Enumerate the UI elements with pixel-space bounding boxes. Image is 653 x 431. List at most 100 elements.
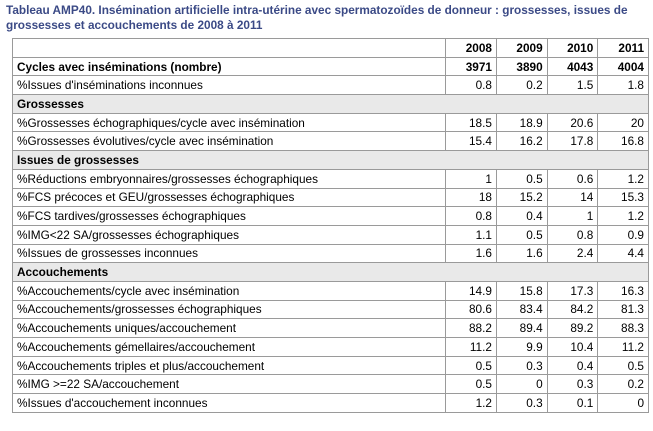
row-label: %Grossesses évolutives/cycle avec insémi… xyxy=(11,131,447,152)
year-header: 2009 xyxy=(495,38,548,58)
value-cell: 4.4 xyxy=(597,243,649,264)
year-header: 2008 xyxy=(445,38,497,58)
value-cell: 15.3 xyxy=(597,187,649,208)
value-cell: 89.2 xyxy=(546,318,599,338)
table-row: Cycles avec inséminations (nombre) 3971 38… xyxy=(11,56,649,77)
row-label: %Accouchements uniques/accouchement xyxy=(11,318,447,338)
value-cell: 0.8 xyxy=(445,206,497,226)
value-cell: 0.3 xyxy=(546,374,599,395)
value-cell: 3971 xyxy=(445,56,497,77)
value-cell: 80.6 xyxy=(445,299,497,320)
table-row: %Accouchements/cycle avec insémination 14… xyxy=(11,280,649,301)
value-cell: 0.9 xyxy=(597,224,649,245)
value-cell: 1.8 xyxy=(597,75,649,96)
table-row: %Accouchements/grossesses échographiques… xyxy=(11,299,649,320)
row-label: %FCS tardives/grossesses échographiques xyxy=(11,206,447,226)
value-cell: 88.3 xyxy=(597,318,649,338)
value-cell: 16.3 xyxy=(597,280,649,301)
table-row: %Grossesses échographiques/cycle avec in… xyxy=(11,112,649,133)
value-cell: 0.3 xyxy=(495,393,548,413)
section-header-row: Issues de grossesses xyxy=(12,150,649,170)
value-cell: 1 xyxy=(445,168,497,189)
value-cell: 0 xyxy=(495,374,548,395)
value-cell: 89.4 xyxy=(495,318,548,338)
value-cell: 20 xyxy=(597,112,649,133)
section-label: Grossesses xyxy=(12,94,649,114)
table-title: Tableau AMP40. Insémination artificielle… xyxy=(6,3,628,32)
value-cell: 0.5 xyxy=(597,355,649,376)
row-label: %Issues d'accouchement inconnues xyxy=(11,393,447,413)
table-row: %Accouchements uniques/accouchement 88.2 8… xyxy=(11,318,649,338)
row-label: Cycles avec inséminations (nombre) xyxy=(11,56,447,77)
value-cell: 0 xyxy=(597,393,649,413)
value-cell: 0.3 xyxy=(495,355,548,376)
value-cell: 0.5 xyxy=(445,355,497,376)
value-cell: 11.2 xyxy=(445,337,497,357)
value-cell: 0.2 xyxy=(597,374,649,395)
value-cell: 15.2 xyxy=(495,187,548,208)
value-cell: 0.5 xyxy=(495,224,548,245)
value-cell: 14.9 xyxy=(445,280,497,301)
row-label: %IMG >=22 SA/accouchement xyxy=(11,374,447,395)
year-header: 2010 xyxy=(546,38,599,58)
value-cell: 81.3 xyxy=(597,299,649,320)
row-label: %Issues de grossesses inconnues xyxy=(11,243,447,264)
section-header-row: Grossesses xyxy=(12,94,649,114)
row-label: %Accouchements gémellaires/accouchement xyxy=(11,337,447,357)
section-header-row: Accouchements xyxy=(12,262,649,282)
row-label: %FCS précoces et GEU/grossesses échograp… xyxy=(11,187,447,208)
value-cell: 17.3 xyxy=(546,280,599,301)
value-cell: 20.6 xyxy=(546,112,599,133)
table-row: %Réductions embryonnaires/grossesses éch… xyxy=(11,168,649,189)
page: Tableau AMP40. Insémination artificielle… xyxy=(6,3,649,413)
value-cell: 1 xyxy=(546,206,599,226)
value-cell: 0.5 xyxy=(495,168,548,189)
table-row: %Accouchements triples et plus/accouchem… xyxy=(11,355,649,376)
table-row: %IMG<22 SA/grossesses échographiques 1.1 0… xyxy=(11,224,649,245)
value-cell: 4004 xyxy=(597,56,649,77)
value-cell: 9.9 xyxy=(495,337,548,357)
value-cell: 0.2 xyxy=(495,75,548,96)
value-cell: 4043 xyxy=(546,56,599,77)
value-cell: 18.5 xyxy=(445,112,497,133)
table-row: %FCS précoces et GEU/grossesses échograp… xyxy=(11,187,649,208)
section-label: Accouchements xyxy=(12,262,649,282)
value-cell: 1.6 xyxy=(445,243,497,264)
table-row: %Grossesses évolutives/cycle avec insémi… xyxy=(11,131,649,152)
value-cell: 1.6 xyxy=(495,243,548,264)
value-cell: 0.5 xyxy=(445,374,497,395)
value-cell: 11.2 xyxy=(597,337,649,357)
value-cell: 10.4 xyxy=(546,337,599,357)
value-cell: 16.8 xyxy=(597,131,649,152)
value-cell: 1.2 xyxy=(597,206,649,226)
table-row: %FCS tardives/grossesses échographiques 0… xyxy=(11,206,649,226)
value-cell: 14 xyxy=(546,187,599,208)
value-cell: 0.1 xyxy=(546,393,599,413)
row-label: %Accouchements/cycle avec insémination xyxy=(11,280,447,301)
row-label: %IMG<22 SA/grossesses échographiques xyxy=(11,224,447,245)
value-cell: 3890 xyxy=(495,56,548,77)
value-cell: 1.2 xyxy=(445,393,497,413)
value-cell: 2.4 xyxy=(546,243,599,264)
header-row: 2008 2009 2010 2011 xyxy=(11,38,649,58)
table-row: %Issues d'inséminations inconnues 0.8 0.2 1… xyxy=(11,75,649,96)
value-cell: 0.4 xyxy=(495,206,548,226)
value-cell: 1.5 xyxy=(546,75,599,96)
table-row: %Accouchements gémellaires/accouchement 1… xyxy=(11,337,649,357)
value-cell: 83.4 xyxy=(495,299,548,320)
value-cell: 18.9 xyxy=(495,112,548,133)
value-cell: 1.1 xyxy=(445,224,497,245)
row-label: %Issues d'inséminations inconnues xyxy=(11,75,447,96)
table-row: %Issues de grossesses inconnues 1.6 1.6 2.4… xyxy=(11,243,649,264)
table-row: %Issues d'accouchement inconnues 1.2 0.3 0.… xyxy=(11,393,649,413)
value-cell: 15.4 xyxy=(445,131,497,152)
value-cell: 88.2 xyxy=(445,318,497,338)
row-label: %Accouchements/grossesses échographiques xyxy=(11,299,447,320)
value-cell: 0.8 xyxy=(546,224,599,245)
table-body: Cycles avec inséminations (nombre) 3971 38… xyxy=(11,56,649,413)
section-label: Issues de grossesses xyxy=(12,150,649,170)
row-label: %Réductions embryonnaires/grossesses éch… xyxy=(11,168,447,189)
value-cell: 0.8 xyxy=(445,75,497,96)
value-cell: 18 xyxy=(445,187,497,208)
data-table: 2008 2009 2010 2011 Cycles avec insémina… xyxy=(11,38,649,413)
